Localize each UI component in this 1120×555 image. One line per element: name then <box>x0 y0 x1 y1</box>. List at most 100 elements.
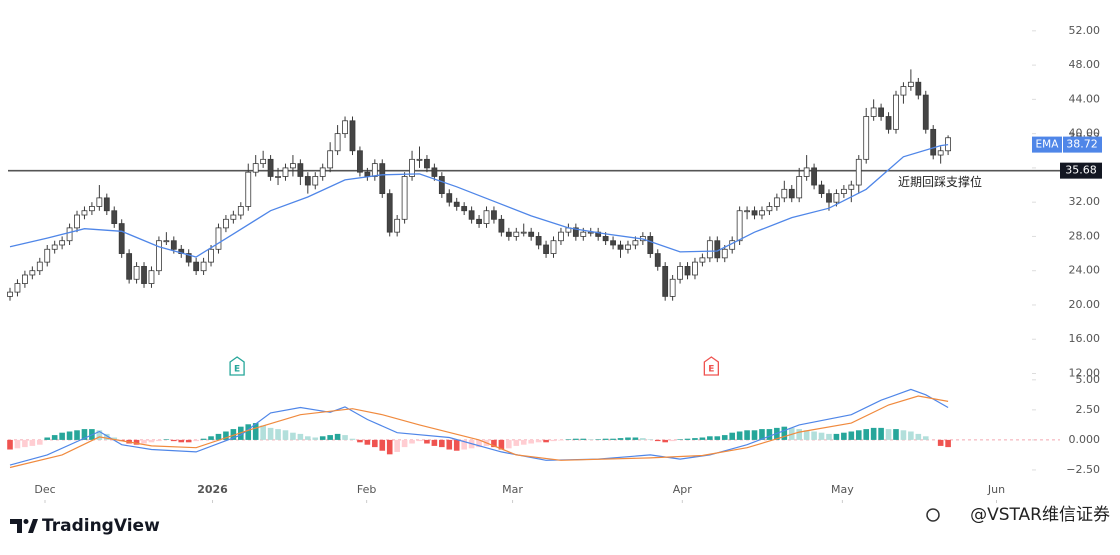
histogram-bar <box>848 431 855 440</box>
candle-body <box>766 206 773 212</box>
histogram-bar <box>811 431 817 440</box>
candle-body <box>818 184 825 195</box>
candle-body <box>416 158 423 161</box>
histogram-bar <box>707 436 713 440</box>
candle-body <box>684 266 691 276</box>
histogram-bar <box>803 430 810 440</box>
histogram-bar <box>29 439 36 446</box>
histogram-bar <box>215 433 222 440</box>
y-tick-label: 12.00 <box>1069 367 1101 380</box>
histogram-bar <box>200 438 207 440</box>
candle-body <box>334 133 341 152</box>
candle-body <box>907 81 914 87</box>
candle-body <box>826 193 832 203</box>
histogram-bar <box>781 426 788 440</box>
candle-body <box>357 150 363 173</box>
candle-body <box>193 261 200 272</box>
histogram-bar <box>342 435 348 440</box>
candle-body <box>893 94 899 130</box>
candle-body <box>647 236 654 254</box>
histogram-bar <box>7 439 13 450</box>
candle-body <box>498 218 505 233</box>
candle-body <box>371 163 378 177</box>
candle-body <box>736 210 743 242</box>
histogram-bar <box>602 438 609 440</box>
candle-body <box>773 197 780 207</box>
histogram-bar <box>66 431 73 440</box>
histogram-bar <box>163 439 170 440</box>
candle-body <box>669 278 676 297</box>
logo-mark <box>10 519 22 533</box>
candle-body <box>267 158 274 177</box>
candle-body <box>424 158 430 169</box>
candle-body <box>915 81 922 96</box>
histogram-bar <box>461 439 467 450</box>
candle-body <box>237 206 244 216</box>
event-label: E <box>234 365 240 375</box>
histogram-bar <box>275 429 281 440</box>
candle-body <box>632 240 639 246</box>
candle-body <box>788 188 795 199</box>
ema-name: EMA <box>1036 139 1060 151</box>
candle-body <box>610 240 616 246</box>
event-marker <box>229 356 245 376</box>
histogram-bar <box>223 431 229 440</box>
histogram-bar <box>386 439 393 455</box>
y-tick-label: 16.00 <box>1069 332 1101 345</box>
candle-body <box>327 150 334 169</box>
candle-body <box>156 240 162 272</box>
histogram-bar <box>863 429 870 440</box>
histogram-bar <box>282 430 289 440</box>
histogram-bar <box>520 439 527 445</box>
y-tick-label: 24.00 <box>1069 264 1101 277</box>
histogram-bar <box>156 439 162 442</box>
candle-body <box>922 94 929 130</box>
candle-body <box>51 244 58 250</box>
candle-body <box>721 248 728 259</box>
histogram-bar <box>528 439 534 444</box>
candle-body <box>312 176 319 186</box>
candle-body <box>528 231 535 237</box>
histogram-bar <box>922 436 929 440</box>
candle-body <box>297 163 304 177</box>
histogram-bar <box>937 439 944 446</box>
y-tick-label: 44.00 <box>1069 92 1101 105</box>
histogram-bar <box>431 439 438 446</box>
x-tick-label: Apr <box>673 483 693 496</box>
candle-body <box>185 253 192 263</box>
histogram-bar <box>662 439 668 443</box>
histogram-bar <box>14 439 21 449</box>
histogram-bar <box>364 439 371 445</box>
histogram-bar <box>677 439 683 440</box>
x-tick-label: Feb <box>357 483 376 496</box>
y-tick-label: 48.00 <box>1069 58 1101 71</box>
histogram-bar <box>573 438 579 440</box>
histogram-bar <box>81 429 88 440</box>
candle-body <box>290 163 296 169</box>
candle-body <box>468 210 475 220</box>
x-tick-label: 2026 <box>197 483 228 496</box>
y-tick-label: 5.00 <box>1076 373 1101 386</box>
candle-body <box>59 240 66 246</box>
histogram-bar <box>111 437 118 440</box>
candle-body <box>803 167 810 177</box>
candle-body <box>126 253 133 280</box>
candle-body <box>319 167 326 177</box>
histogram-bar <box>22 439 28 448</box>
histogram-bar <box>945 439 951 448</box>
y-tick-label: 2.50 <box>1076 403 1101 416</box>
y-tick-label: 40.00 <box>1069 127 1101 140</box>
logo-dot <box>23 519 29 524</box>
histogram-bar <box>878 427 884 440</box>
candle-body <box>200 261 207 272</box>
candle-body <box>900 86 907 96</box>
candle-body <box>252 163 259 173</box>
histogram-bar <box>870 427 877 440</box>
histogram-bar <box>59 432 65 440</box>
histogram-bar <box>74 430 80 440</box>
candle-body <box>453 201 460 207</box>
histogram-bar <box>305 436 311 440</box>
histogram-bar <box>513 439 520 446</box>
histogram-bar <box>833 433 840 440</box>
